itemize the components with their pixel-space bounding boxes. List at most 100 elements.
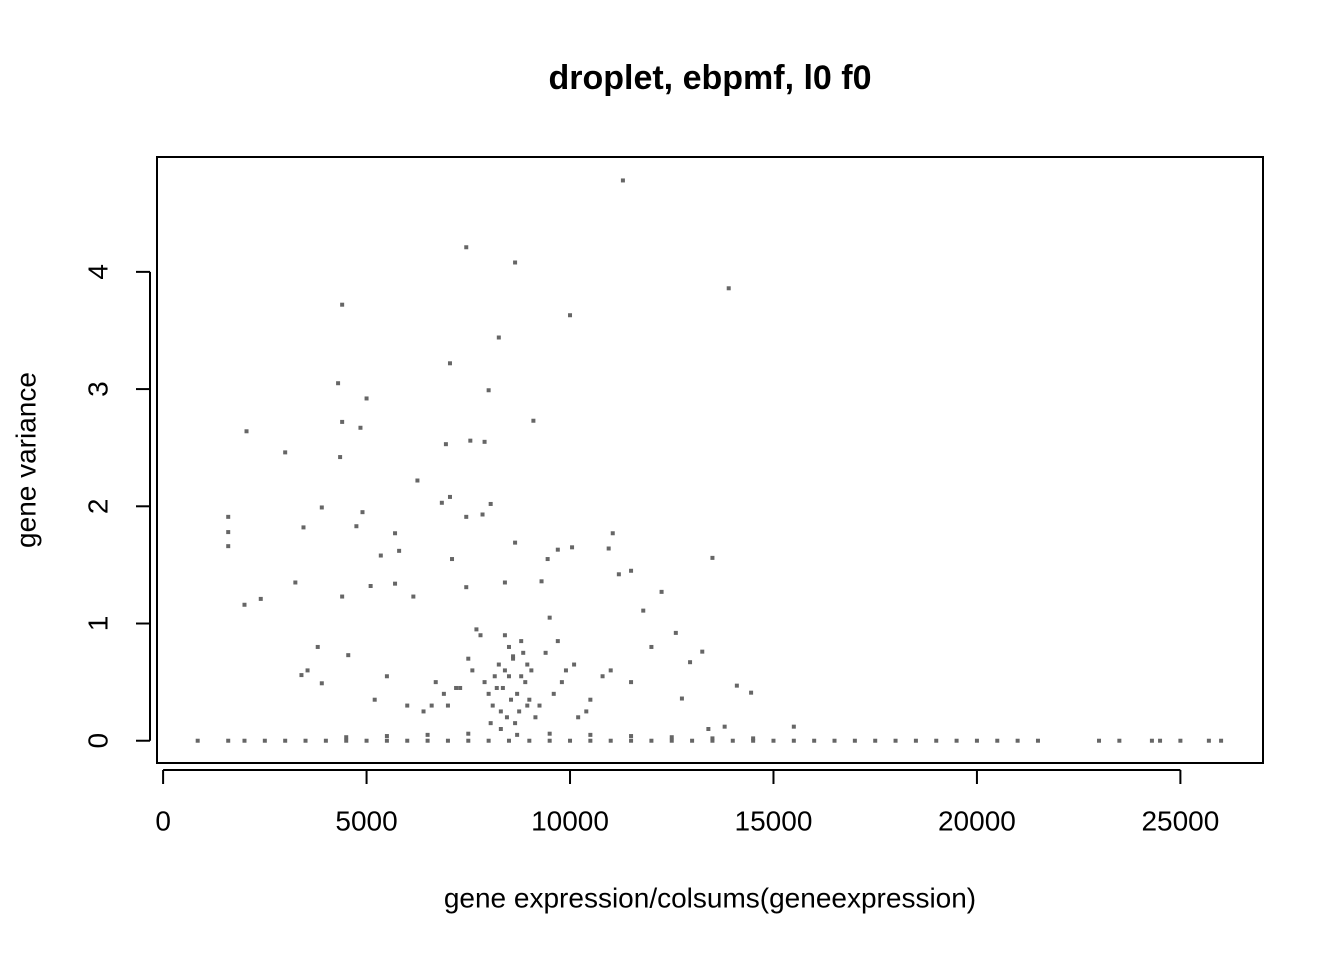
- point: [751, 738, 756, 743]
- point: [384, 734, 389, 739]
- x-tick-label: 15000: [735, 805, 813, 836]
- point: [358, 425, 363, 430]
- point: [608, 738, 613, 743]
- point: [242, 602, 247, 607]
- point: [913, 738, 918, 743]
- point: [527, 738, 532, 743]
- y-tick-label: 1: [82, 616, 113, 632]
- point: [447, 361, 452, 366]
- point: [873, 738, 878, 743]
- point: [568, 313, 573, 318]
- point: [496, 335, 501, 340]
- x-tick-label: 20000: [938, 805, 1016, 836]
- point: [551, 691, 556, 696]
- point: [283, 450, 288, 455]
- point: [415, 478, 420, 483]
- point: [679, 696, 684, 701]
- point: [425, 738, 430, 743]
- point: [470, 668, 475, 673]
- point: [454, 685, 459, 690]
- point: [340, 419, 345, 424]
- point: [706, 727, 711, 732]
- point: [488, 501, 493, 506]
- point: [393, 581, 398, 586]
- point: [299, 673, 304, 678]
- point: [498, 709, 503, 714]
- point: [346, 653, 351, 658]
- plot-frame: [156, 156, 1264, 764]
- point: [226, 738, 231, 743]
- point: [1015, 738, 1020, 743]
- point: [354, 524, 359, 529]
- point: [242, 738, 247, 743]
- point: [478, 633, 483, 638]
- point: [360, 510, 365, 515]
- point: [486, 738, 491, 743]
- point: [513, 260, 518, 265]
- point: [482, 439, 487, 444]
- point: [690, 738, 695, 743]
- point: [515, 732, 520, 737]
- point: [641, 608, 646, 613]
- point: [466, 656, 471, 661]
- point: [606, 546, 611, 551]
- point: [498, 727, 503, 732]
- point: [319, 681, 324, 686]
- point: [439, 500, 444, 505]
- point: [319, 505, 324, 510]
- point: [464, 245, 469, 250]
- point: [511, 654, 516, 659]
- point: [378, 553, 383, 558]
- point: [429, 703, 434, 708]
- point: [588, 697, 593, 702]
- point: [1178, 738, 1183, 743]
- point: [734, 683, 739, 688]
- point: [710, 555, 715, 560]
- y-tick-label: 3: [82, 381, 113, 397]
- point: [710, 736, 715, 741]
- point: [441, 691, 446, 696]
- point: [710, 738, 715, 743]
- point: [464, 585, 469, 590]
- point: [722, 724, 727, 729]
- point: [496, 662, 501, 667]
- point: [791, 724, 796, 729]
- point: [488, 721, 493, 726]
- point: [474, 627, 479, 632]
- point: [974, 738, 979, 743]
- point: [509, 697, 514, 702]
- point: [397, 548, 402, 553]
- point: [513, 721, 518, 726]
- point: [504, 715, 509, 720]
- point: [486, 388, 491, 393]
- point: [262, 738, 267, 743]
- point: [384, 738, 389, 743]
- point: [669, 735, 674, 740]
- point: [368, 584, 373, 589]
- point: [506, 674, 511, 679]
- point: [610, 531, 615, 536]
- point: [445, 703, 450, 708]
- point: [584, 709, 589, 714]
- point: [464, 514, 469, 519]
- point: [384, 674, 389, 679]
- point: [301, 525, 306, 530]
- point: [500, 685, 505, 690]
- point: [517, 709, 522, 714]
- point: [629, 680, 634, 685]
- point: [559, 680, 564, 685]
- point: [226, 544, 231, 549]
- point: [450, 557, 455, 562]
- point: [1158, 738, 1163, 743]
- point: [468, 438, 473, 443]
- point: [340, 594, 345, 599]
- point: [344, 735, 349, 740]
- point: [511, 656, 516, 661]
- point: [405, 738, 410, 743]
- point: [572, 662, 577, 667]
- point: [934, 738, 939, 743]
- point: [502, 580, 507, 585]
- point: [529, 668, 534, 673]
- point: [545, 557, 550, 562]
